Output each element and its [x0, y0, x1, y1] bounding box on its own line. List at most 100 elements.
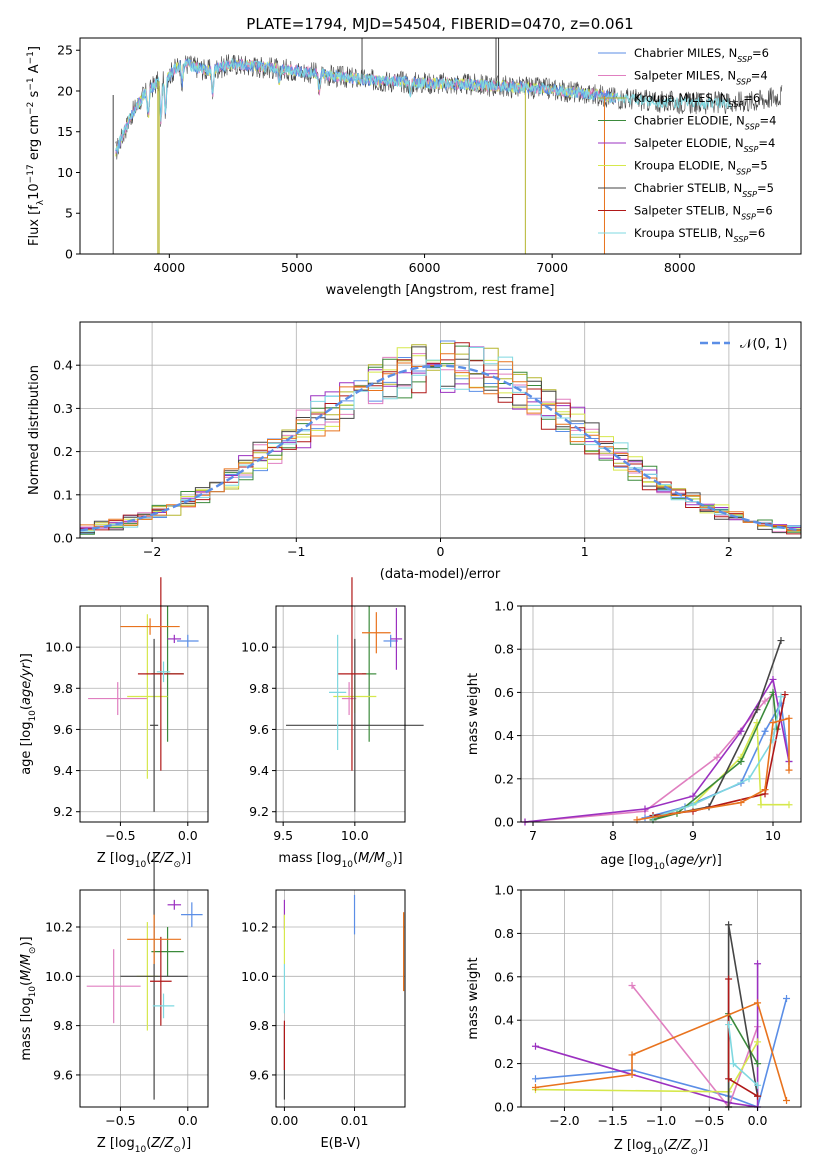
- weight-series: [633, 714, 793, 824]
- legend-label: Chabrier MILES, NSSP=6: [634, 46, 769, 64]
- label-part: age/yr: [19, 662, 34, 705]
- y-tick-label: 0.4: [53, 358, 73, 373]
- grid-lines: [80, 606, 208, 822]
- weight-marker: [754, 999, 762, 1007]
- label-part: mass weight: [466, 957, 481, 1039]
- axes-frame: [79, 605, 209, 823]
- axes-frame: [79, 37, 802, 255]
- spectrum-panel: 4000 5000 6000 7000 8000 0 5 10 15 20 25 wavelength…: [26, 37, 802, 298]
- y-tick-label: 0.2: [494, 1056, 514, 1071]
- legend-text: Salpeter STELIB, N: [634, 204, 741, 218]
- errorbar-point: [137, 577, 184, 771]
- weight-marker: [777, 693, 785, 701]
- errorbar-point: [150, 936, 172, 1026]
- y-tick-label: 10.0: [45, 969, 73, 984]
- x-tick-label: 10.0: [341, 828, 369, 843]
- y-axis-label: mass [log10(M/M⊙)]: [19, 936, 38, 1060]
- weight-marker: [628, 1051, 636, 1059]
- errorbar-point: [341, 682, 357, 716]
- x-tick-label: 0.01: [341, 1113, 369, 1128]
- spectrum-line-chabrier-miles: [115, 58, 616, 154]
- errorbar-point: [152, 993, 175, 1019]
- errorbar-point: [150, 638, 159, 812]
- normal-curve: [80, 364, 801, 532]
- label-part: 10: [28, 986, 38, 998]
- legend-text: Kroupa STELIB, N: [634, 226, 734, 240]
- label-part: M/M: [358, 851, 385, 866]
- label-part: ⊙: [28, 947, 38, 955]
- weight-marker: [737, 799, 745, 807]
- y-tick-label: 15: [57, 124, 73, 139]
- y-tick-label: 1.0: [494, 599, 514, 614]
- label-part: )]: [712, 853, 722, 868]
- grid-lines: [276, 890, 405, 1107]
- y-tick-label: 0.8: [494, 926, 514, 941]
- label-part: erg cm: [27, 115, 42, 164]
- y-tick-label: 10.2: [241, 919, 269, 934]
- legend-sub: SSP: [729, 100, 744, 109]
- legend-sub: SSP: [737, 55, 752, 64]
- weight-series: [531, 999, 791, 1104]
- weight-marker: [641, 805, 649, 813]
- y-tick-label: 0.1: [53, 487, 73, 502]
- legend-sub: SSP: [744, 145, 759, 154]
- y-tick-label: 0.2: [53, 444, 73, 459]
- errorbar-point: [337, 577, 367, 771]
- label-part: A: [27, 64, 42, 77]
- x-tick-label: −1.5: [598, 1113, 628, 1128]
- weight-marker: [781, 691, 789, 699]
- x-tick-label: 4000: [153, 260, 185, 275]
- label-part: (: [665, 853, 670, 868]
- x-tick-label: 2: [725, 544, 733, 559]
- legend-label: Kroupa ELODIE, NSSP=5: [634, 159, 768, 177]
- y-tick-label: 0.0: [494, 1100, 514, 1115]
- legend-sub: SSP: [734, 235, 749, 244]
- y-tick-label: 10.0: [241, 640, 269, 655]
- label-part: Z/Z: [150, 851, 174, 866]
- label-part: mass [log: [278, 851, 341, 866]
- y-tick-label: 10: [57, 165, 73, 180]
- x-tick-label: −1.0: [646, 1113, 676, 1128]
- legend-label: Kroupa MILES, NSSP=6: [634, 91, 760, 109]
- y-tick-label: 10.0: [45, 640, 73, 655]
- weight-marker: [754, 1081, 762, 1089]
- y-tick-label: 0.2: [494, 771, 514, 786]
- legend-text: Salpeter MILES, N: [634, 69, 736, 83]
- legend-sub: SSP: [736, 77, 751, 86]
- legend-label: Salpeter ELODIE, NSSP=4: [634, 136, 775, 154]
- y-tick-label: 0.0: [494, 815, 514, 830]
- y-tick-label: 10.2: [45, 919, 73, 934]
- y-tick-label: 9.4: [249, 763, 269, 778]
- weight-marker: [754, 1060, 762, 1068]
- weight-marker: [628, 1070, 636, 1078]
- weight-marker: [725, 921, 733, 929]
- y-tick-label: 9.2: [53, 804, 73, 819]
- errorbar-point: [120, 618, 180, 635]
- label-part: (: [19, 981, 34, 986]
- y-tick-label: 9.8: [53, 1018, 73, 1033]
- label-part: Z/Z: [667, 1138, 691, 1153]
- label-part: 10: [342, 860, 354, 870]
- legend-text: Kroupa MILES, N: [634, 91, 729, 105]
- label-part: s: [27, 90, 42, 101]
- x-axis-label: Z [log10(Z/Z⊙)]: [614, 1138, 708, 1157]
- weight-series: [725, 1021, 762, 1089]
- legend-n: =4: [758, 136, 775, 150]
- label-part: E(B-V): [320, 1136, 360, 1151]
- y-tick-label: 20: [57, 83, 73, 98]
- label-part: Z [log: [97, 1136, 135, 1151]
- label-part: wavelength [Angstrom, rest frame]: [326, 283, 555, 298]
- errorbar-point: [156, 661, 171, 683]
- label-part: (data-model)/error: [380, 567, 501, 582]
- y-axis-label: Flux [fλ10−17 erg cm−2 s−1 A−1]: [26, 46, 46, 246]
- legend-text: Salpeter ELODIE, N: [634, 136, 744, 150]
- plot-area: [86, 853, 203, 1100]
- label-part: 10: [135, 1145, 147, 1155]
- y-tick-label: 10.0: [241, 969, 269, 984]
- x-tick-label: 9.5: [273, 828, 293, 843]
- x-axis-label: wavelength [Angstrom, rest frame]: [326, 283, 555, 298]
- weight-marker: [757, 801, 765, 809]
